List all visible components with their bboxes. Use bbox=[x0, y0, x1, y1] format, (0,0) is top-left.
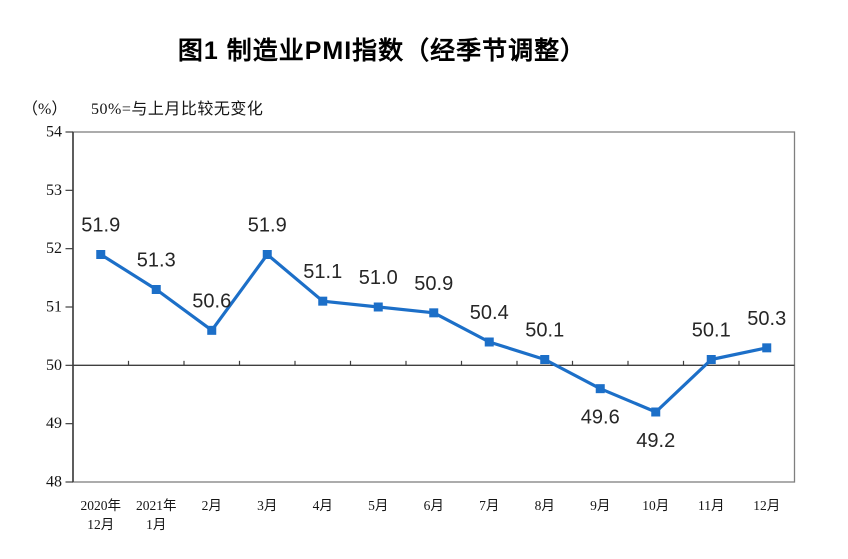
x-tick-label: 10月 bbox=[642, 498, 669, 513]
y-tick-label: 50 bbox=[46, 357, 62, 374]
data-point-label: 51.0 bbox=[359, 267, 398, 289]
data-point-marker bbox=[373, 302, 383, 312]
data-point-label: 51.9 bbox=[81, 215, 120, 237]
data-point-label: 51.1 bbox=[303, 261, 342, 283]
data-point-label: 50.4 bbox=[470, 302, 509, 324]
x-tick-label: 9月 bbox=[590, 498, 610, 513]
x-tick-label: 2月 bbox=[202, 498, 222, 513]
x-tick-label: 5月 bbox=[368, 498, 388, 513]
y-tick-label: 54 bbox=[46, 124, 62, 141]
reference-line-note: 50%=与上月比较无变化 bbox=[91, 101, 264, 118]
data-point-label: 51.9 bbox=[248, 215, 287, 237]
data-point-marker bbox=[96, 250, 106, 259]
data-point-marker bbox=[595, 384, 605, 394]
x-tick-label: 12月 bbox=[753, 498, 780, 513]
data-point-label: 50.1 bbox=[692, 320, 731, 342]
data-point-marker bbox=[151, 285, 161, 294]
data-point-marker bbox=[706, 355, 716, 364]
data-point-label: 51.3 bbox=[137, 250, 176, 272]
y-axis-unit-label: （%） bbox=[22, 101, 68, 118]
data-point-marker bbox=[207, 325, 217, 335]
data-point-marker bbox=[651, 407, 661, 417]
x-tick-label: 2020年 12月 bbox=[81, 498, 122, 532]
data-point-marker bbox=[262, 250, 272, 259]
data-point-label: 49.2 bbox=[636, 430, 675, 452]
y-tick-label: 49 bbox=[46, 415, 62, 432]
data-point-marker bbox=[762, 343, 772, 353]
data-point-label: 50.6 bbox=[192, 290, 231, 312]
data-point-label: 50.3 bbox=[747, 308, 786, 330]
x-tick-label: 4月 bbox=[313, 498, 333, 513]
x-tick-label: 2021年 1月 bbox=[136, 498, 177, 532]
data-point-marker bbox=[540, 355, 550, 364]
y-tick-label: 53 bbox=[46, 182, 62, 199]
x-tick-label: 11月 bbox=[698, 498, 725, 513]
x-tick-label: 8月 bbox=[535, 498, 555, 513]
data-point-label: 50.9 bbox=[414, 273, 453, 295]
y-tick-label: 51 bbox=[46, 299, 62, 316]
x-tick-label: 6月 bbox=[424, 498, 444, 513]
x-tick-label: 3月 bbox=[257, 498, 277, 513]
data-point-marker bbox=[318, 296, 328, 306]
x-tick-label: 7月 bbox=[479, 498, 499, 513]
chart-title: 图1 制造业PMI指数（经季节调整） bbox=[177, 37, 587, 65]
data-point-marker bbox=[429, 308, 439, 318]
y-tick-label: 52 bbox=[46, 240, 62, 257]
data-point-label: 50.1 bbox=[525, 320, 564, 342]
y-tick-label: 48 bbox=[46, 474, 62, 491]
data-point-label: 49.6 bbox=[581, 407, 620, 429]
data-point-marker bbox=[484, 337, 494, 347]
